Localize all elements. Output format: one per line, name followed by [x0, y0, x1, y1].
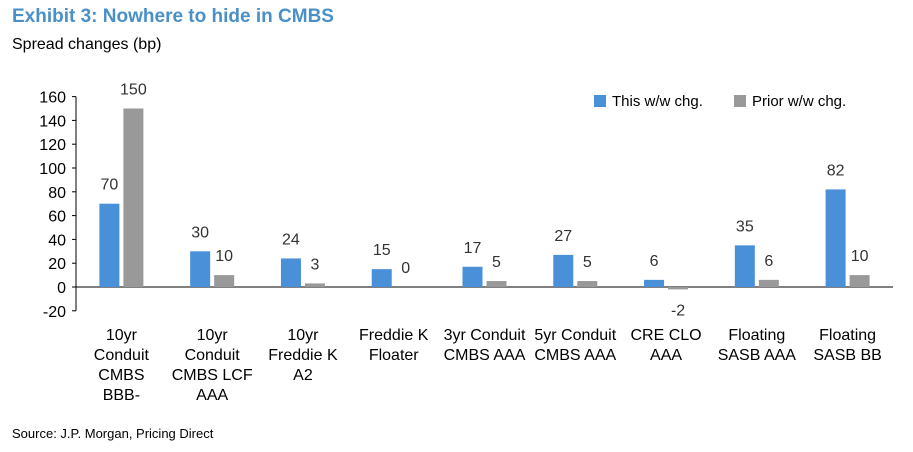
x-category-label-line: Floating: [819, 327, 876, 344]
x-category-label: 5yr Conduit CMBS AAA: [534, 327, 616, 364]
data-label: 82: [827, 162, 845, 179]
x-category-label-line: Conduit: [185, 347, 241, 364]
data-label: 10: [215, 248, 233, 265]
x-category-label: 10yr Conduit CMBS BBB-: [94, 327, 150, 404]
bar-this-week: [825, 189, 846, 287]
x-category-label-line: CRE CLO: [630, 327, 701, 344]
data-label: 150: [120, 82, 147, 99]
x-category-label: Freddie K Floater: [359, 327, 429, 364]
bar-this-week: [190, 251, 211, 287]
x-category-label-line: 10yr: [106, 327, 138, 344]
x-category-label-line: A2: [293, 367, 313, 384]
legend-label-this-week: This w/w chg.: [612, 93, 703, 110]
y-tick-label: 0: [57, 280, 66, 297]
bar-this-week: [280, 258, 301, 287]
y-tick-label: 120: [39, 137, 66, 154]
data-label: 5: [583, 254, 592, 271]
data-label: 15: [373, 242, 391, 259]
x-category-label-line: CMBS: [98, 367, 144, 384]
x-category-label: Floating SASB AAA: [718, 327, 797, 364]
data-label: 27: [554, 228, 572, 245]
bar-prior-week: [123, 108, 144, 287]
x-category-label-line: SASB AAA: [718, 347, 797, 364]
data-label: 3: [310, 256, 319, 273]
x-category-label-line: 5yr Conduit: [534, 327, 616, 344]
x-category-label-line: Floating: [728, 327, 785, 344]
x-category-label-line: CMBS LCF: [172, 367, 253, 384]
y-tick-label: 100: [39, 161, 66, 178]
bar-prior-week: [668, 287, 689, 290]
x-category-label-line: Freddie K: [268, 347, 338, 364]
x-category-label-line: CMBS AAA: [444, 347, 526, 364]
x-category-label-line: CMBS AAA: [534, 347, 616, 364]
data-label: 0: [401, 260, 410, 277]
bar-prior-week: [486, 281, 507, 287]
bar-this-week: [99, 203, 120, 287]
x-category-label-line: 10yr: [287, 327, 319, 344]
chart-subtitle: Spread changes (bp): [12, 36, 162, 53]
x-category-label-line: Freddie K: [359, 327, 429, 344]
x-category-label-line: AAA: [196, 387, 228, 404]
data-label: 10: [851, 248, 869, 265]
x-category-label: 3yr Conduit CMBS AAA: [444, 327, 526, 364]
y-tick-label: 60: [48, 209, 66, 226]
x-category-label: 10yr Conduit CMBS LCF AAA: [172, 327, 253, 404]
y-tick-label: 40: [48, 232, 66, 249]
x-category-label-line: SASB BB: [813, 347, 881, 364]
bar-this-week: [462, 266, 483, 287]
bar-prior-week: [758, 279, 779, 287]
x-category-label-line: AAA: [650, 347, 682, 364]
source-note: Source: J.P. Morgan, Pricing Direct: [12, 426, 214, 441]
x-category-label: Floating SASB BB: [813, 327, 881, 364]
data-label: 17: [464, 240, 482, 257]
data-label: -2: [671, 302, 685, 319]
y-tick-label: 20: [48, 256, 66, 273]
bar-this-week: [734, 245, 755, 287]
x-category-label-line: 3yr Conduit: [444, 327, 526, 344]
legend-label-prior-week: Prior w/w chg.: [752, 93, 846, 110]
data-label: 35: [736, 218, 754, 235]
data-label: 6: [764, 253, 773, 270]
x-category-label-line: 10yr: [197, 327, 229, 344]
y-tick-label: -20: [43, 304, 66, 321]
bar-prior-week: [304, 283, 325, 287]
x-category-label: CRE CLO AAA: [630, 327, 701, 364]
x-category-label: 10yr Freddie K A2: [268, 327, 338, 384]
data-label: 5: [492, 254, 501, 271]
y-tick-label: 140: [39, 113, 66, 130]
bar-prior-week: [214, 275, 235, 287]
chart-title: Exhibit 3: Nowhere to hide in CMBS: [12, 6, 334, 27]
bar-this-week: [644, 279, 665, 287]
y-tick-label: 80: [48, 185, 66, 202]
legend-swatch-prior-week: [734, 95, 746, 107]
bar-prior-week: [849, 275, 870, 287]
x-category-label-line: Floater: [369, 347, 419, 364]
bar-this-week: [553, 254, 574, 287]
data-label: 30: [191, 224, 209, 241]
data-label: 70: [100, 177, 118, 194]
data-label: 6: [650, 253, 659, 270]
bar-prior-week: [577, 281, 598, 287]
y-tick-label: 160: [39, 90, 66, 107]
data-label: 24: [282, 231, 300, 248]
legend-swatch-this-week: [594, 95, 606, 107]
x-category-label-line: Conduit: [94, 347, 150, 364]
x-category-label-line: BBB-: [103, 387, 140, 404]
bar-this-week: [371, 269, 392, 287]
